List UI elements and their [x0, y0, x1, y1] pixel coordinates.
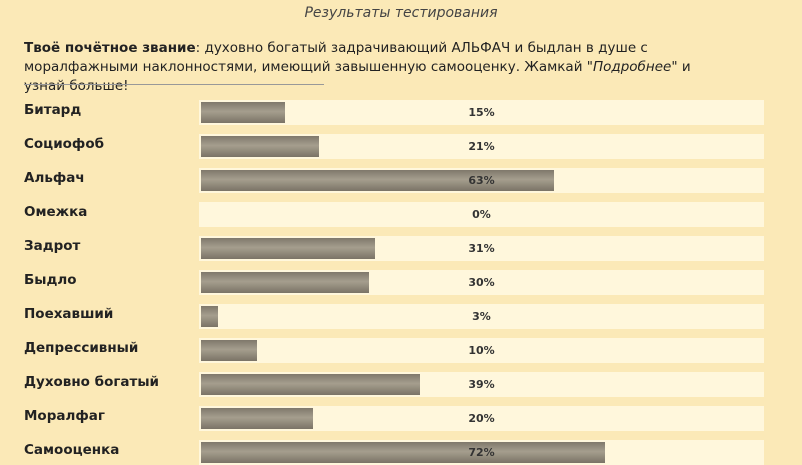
result-label: Задрот — [24, 238, 81, 254]
verdict-prefix: Твоё почётное звание — [24, 40, 196, 56]
result-bar-track: 3% — [199, 304, 764, 329]
result-bar-fill — [201, 442, 605, 463]
result-row: Духовно богатый 39% — [0, 369, 802, 403]
result-bar-fill — [201, 136, 319, 157]
result-bar-track: 63% — [199, 168, 764, 193]
result-label: Быдло — [24, 272, 77, 288]
result-label: Самооценка — [24, 442, 120, 458]
result-row: Моралфаг 20% — [0, 403, 802, 437]
result-percent: 15% — [468, 106, 495, 119]
result-label: Поехавший — [24, 306, 114, 322]
result-row: Задрот 31% — [0, 233, 802, 267]
result-bar-track: 20% — [199, 406, 764, 431]
result-percent: 0% — [472, 208, 491, 221]
result-row: Омежка 0% — [0, 199, 802, 233]
result-label: Социофоб — [24, 136, 105, 152]
result-label: Альфач — [24, 170, 85, 186]
result-bar-fill — [201, 272, 369, 293]
result-label: Депрессивный — [24, 340, 139, 356]
result-percent: 10% — [468, 344, 495, 357]
results-list: Битард 15% Социофоб 21% Альфач 63% Омежка 0% Зад… — [0, 97, 802, 465]
result-bar-track: 10% — [199, 338, 764, 363]
result-bar-fill — [201, 238, 375, 259]
result-bar-fill — [201, 102, 285, 123]
page-title: Результаты тестирования — [304, 5, 498, 21]
result-bar-track: 39% — [199, 372, 764, 397]
divider — [24, 84, 324, 85]
result-bar-track: 0% — [199, 202, 764, 227]
result-bar-fill — [201, 170, 554, 191]
result-bar-track: 21% — [199, 134, 764, 159]
result-bar-track: 72% — [199, 440, 764, 465]
verdict-text: Твоё почётное звание: духовно богатый за… — [24, 39, 724, 96]
result-percent: 72% — [468, 446, 495, 459]
result-row: Самооценка 72% — [0, 437, 802, 465]
result-label: Моралфаг — [24, 408, 105, 424]
result-percent: 30% — [468, 276, 495, 289]
result-row: Альфач 63% — [0, 165, 802, 199]
result-label: Битард — [24, 102, 82, 118]
result-bar-fill — [201, 408, 313, 429]
result-row: Быдло 30% — [0, 267, 802, 301]
result-row: Поехавший 3% — [0, 301, 802, 335]
result-label: Омежка — [24, 204, 88, 220]
result-bar-fill — [201, 306, 218, 327]
result-label: Духовно богатый — [24, 374, 160, 390]
result-percent: 21% — [468, 140, 495, 153]
result-percent: 3% — [472, 310, 491, 323]
verdict-body-2: " и узнай больше! — [24, 59, 691, 94]
result-percent: 20% — [468, 412, 495, 425]
result-bar-track: 31% — [199, 236, 764, 261]
result-row: Депрессивный 10% — [0, 335, 802, 369]
result-bar-fill — [201, 374, 420, 395]
result-percent: 63% — [468, 174, 495, 187]
verdict-body-1: : духовно богатый задрачивающий АЛЬФАЧ и… — [24, 40, 648, 75]
details-link-text[interactable]: Подробнее — [592, 59, 672, 75]
result-row: Битард 15% — [0, 97, 802, 131]
result-row: Социофоб 21% — [0, 131, 802, 165]
result-percent: 31% — [468, 242, 495, 255]
result-percent: 39% — [468, 378, 495, 391]
result-bar-track: 30% — [199, 270, 764, 295]
result-bar-track: 15% — [199, 100, 764, 125]
result-bar-fill — [201, 340, 257, 361]
